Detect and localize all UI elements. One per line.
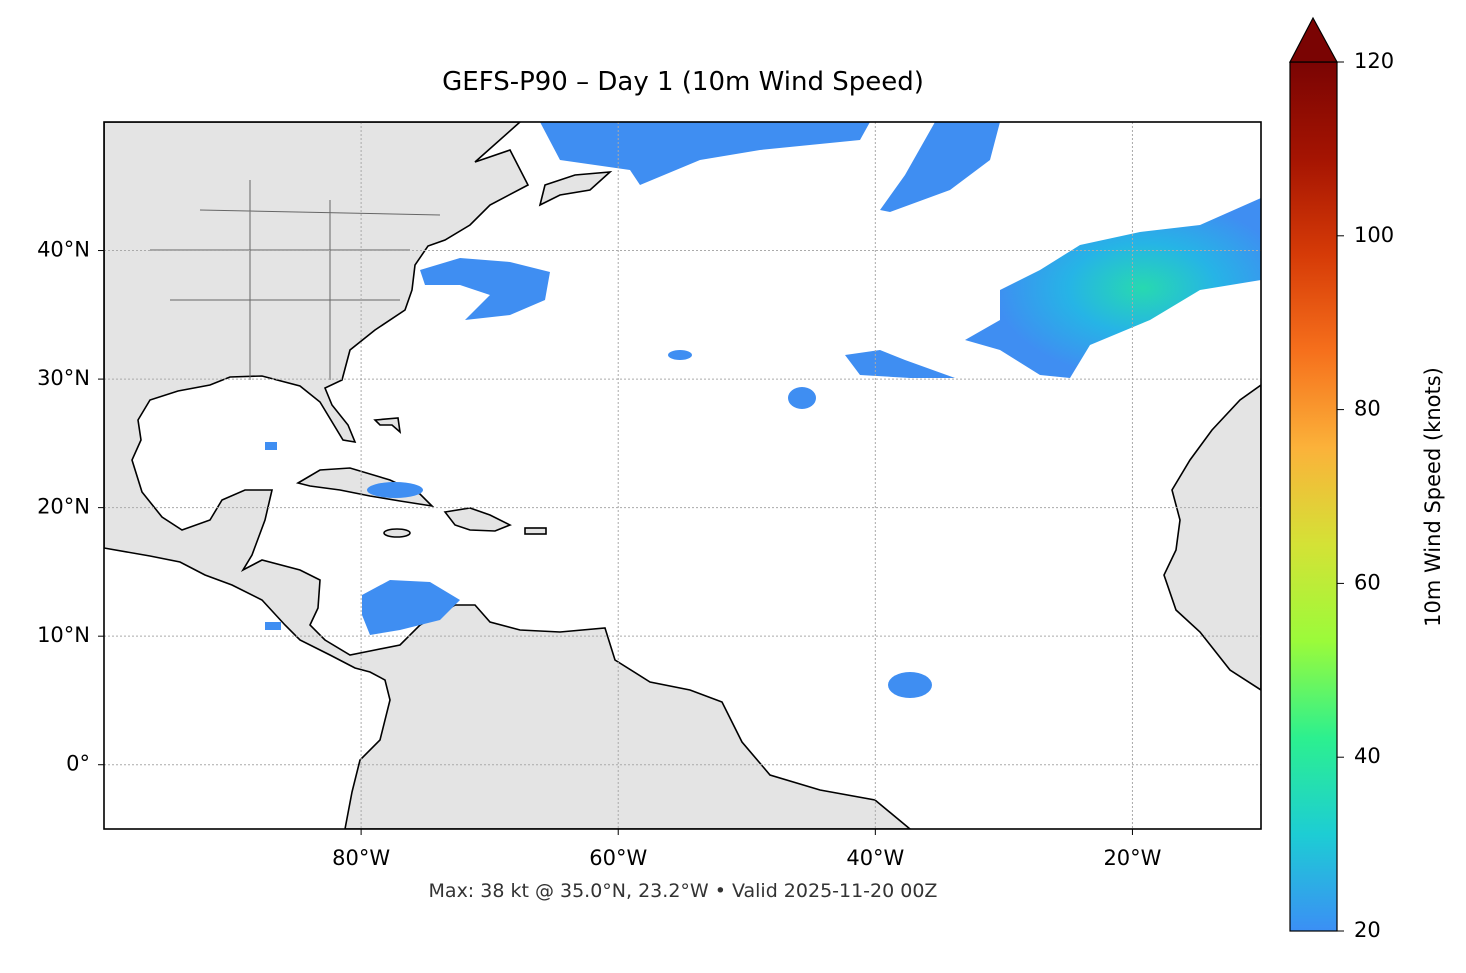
wind-area [845,350,955,378]
wind-area [265,622,281,630]
wind-area [668,350,692,360]
graticule [104,122,1261,829]
footnote: Max: 38 kt @ 35.0°N, 23.2°W • Valid 2025… [429,880,938,902]
x-tick-label: 80°W [332,846,390,870]
map-frame [103,121,1262,830]
colorbar-tick-label: 120 [1354,49,1394,73]
x-tick-label: 40°W [846,846,904,870]
wind-area [265,442,277,450]
wind-field [265,122,1261,698]
wind-area [788,387,816,409]
wind-area [367,482,423,498]
wind-area [965,198,1261,378]
y-tick-label: 0° [66,752,90,776]
y-tick-label: 40°N [37,238,90,262]
x-tick-label: 60°W [589,846,647,870]
africa [1163,384,1261,691]
bahamas [373,417,402,435]
americas [104,122,912,829]
wind-area [880,122,1000,212]
colorbar-extend [1289,16,1339,63]
colorbar-tick-label: 100 [1354,223,1394,247]
y-tick-label: 30°N [37,366,90,390]
newfoundland [538,170,613,207]
wind-area [540,122,870,185]
y-tick-label: 20°N [37,495,90,519]
colorbar-tick-label: 40 [1354,744,1381,768]
wind-area [362,580,460,635]
land [104,122,1261,829]
y-tick-label: 10°N [37,623,90,647]
wind-area [420,258,550,320]
hispaniola [443,507,512,532]
map-title: GEFS-P90 – Day 1 (10m Wind Speed) [442,67,924,97]
wind-area [888,672,932,698]
colorbar-tick-label: 20 [1354,918,1381,942]
jamaica [383,528,411,538]
colorbar-tick-label: 60 [1354,570,1381,594]
colorbar [1289,61,1338,932]
colorbar-tick-label: 80 [1354,397,1381,421]
x-tick-label: 20°W [1103,846,1161,870]
puerto-rico [524,527,547,535]
colorbar-label: 10m Wind Speed (knots) [1421,367,1445,627]
state-borders [150,180,441,380]
